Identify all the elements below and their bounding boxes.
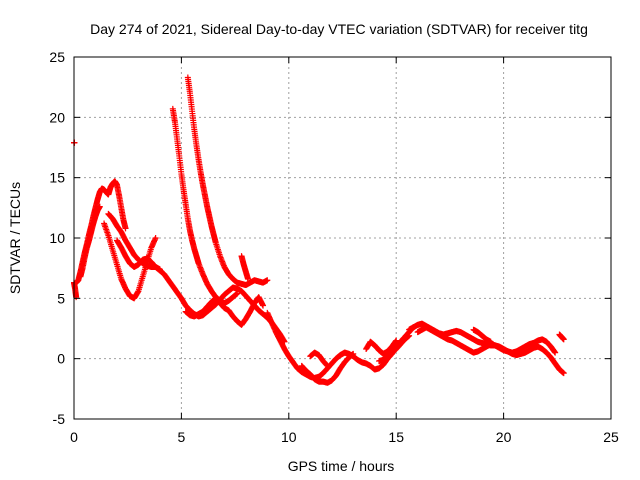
data-series (71, 74, 567, 386)
data-point-marker (350, 350, 357, 357)
data-point-marker (244, 276, 251, 283)
data-point-marker (156, 266, 163, 273)
data-point-marker (552, 349, 559, 356)
data-point-marker (260, 302, 267, 309)
chart-title: Day 274 of 2021, Sidereal Day-to-day VTE… (90, 21, 588, 37)
y-tick-label: 5 (57, 290, 65, 306)
y-tick-label: 20 (49, 109, 65, 125)
data-point-marker (393, 337, 400, 344)
y-tick-label: 10 (49, 230, 65, 246)
x-tick-label: 5 (178, 429, 186, 445)
data-point-marker (487, 338, 494, 345)
data-point-marker (264, 277, 271, 284)
x-axis-title: GPS time / hours (288, 458, 395, 474)
x-tick-label: 10 (281, 429, 297, 445)
data-point-marker (324, 362, 331, 369)
x-tick-label: 25 (603, 429, 619, 445)
data-point-marker (152, 235, 159, 241)
data-point-marker (122, 225, 129, 232)
x-tick-label: 0 (70, 429, 78, 445)
data-point-marker (234, 290, 241, 297)
x-tick-label: 15 (388, 429, 404, 445)
data-point-marker (560, 336, 567, 343)
y-tick-label: -5 (53, 411, 66, 427)
y-tick-label: 0 (57, 351, 65, 367)
y-axis-title: SDTVAR / TECUs (7, 182, 23, 294)
data-point-marker (406, 332, 413, 339)
y-tick-label: 15 (49, 170, 65, 186)
data-point-marker (560, 370, 567, 377)
y-tick-label: 25 (49, 49, 65, 65)
x-tick-label: 20 (496, 429, 512, 445)
data-point-marker (96, 203, 103, 210)
